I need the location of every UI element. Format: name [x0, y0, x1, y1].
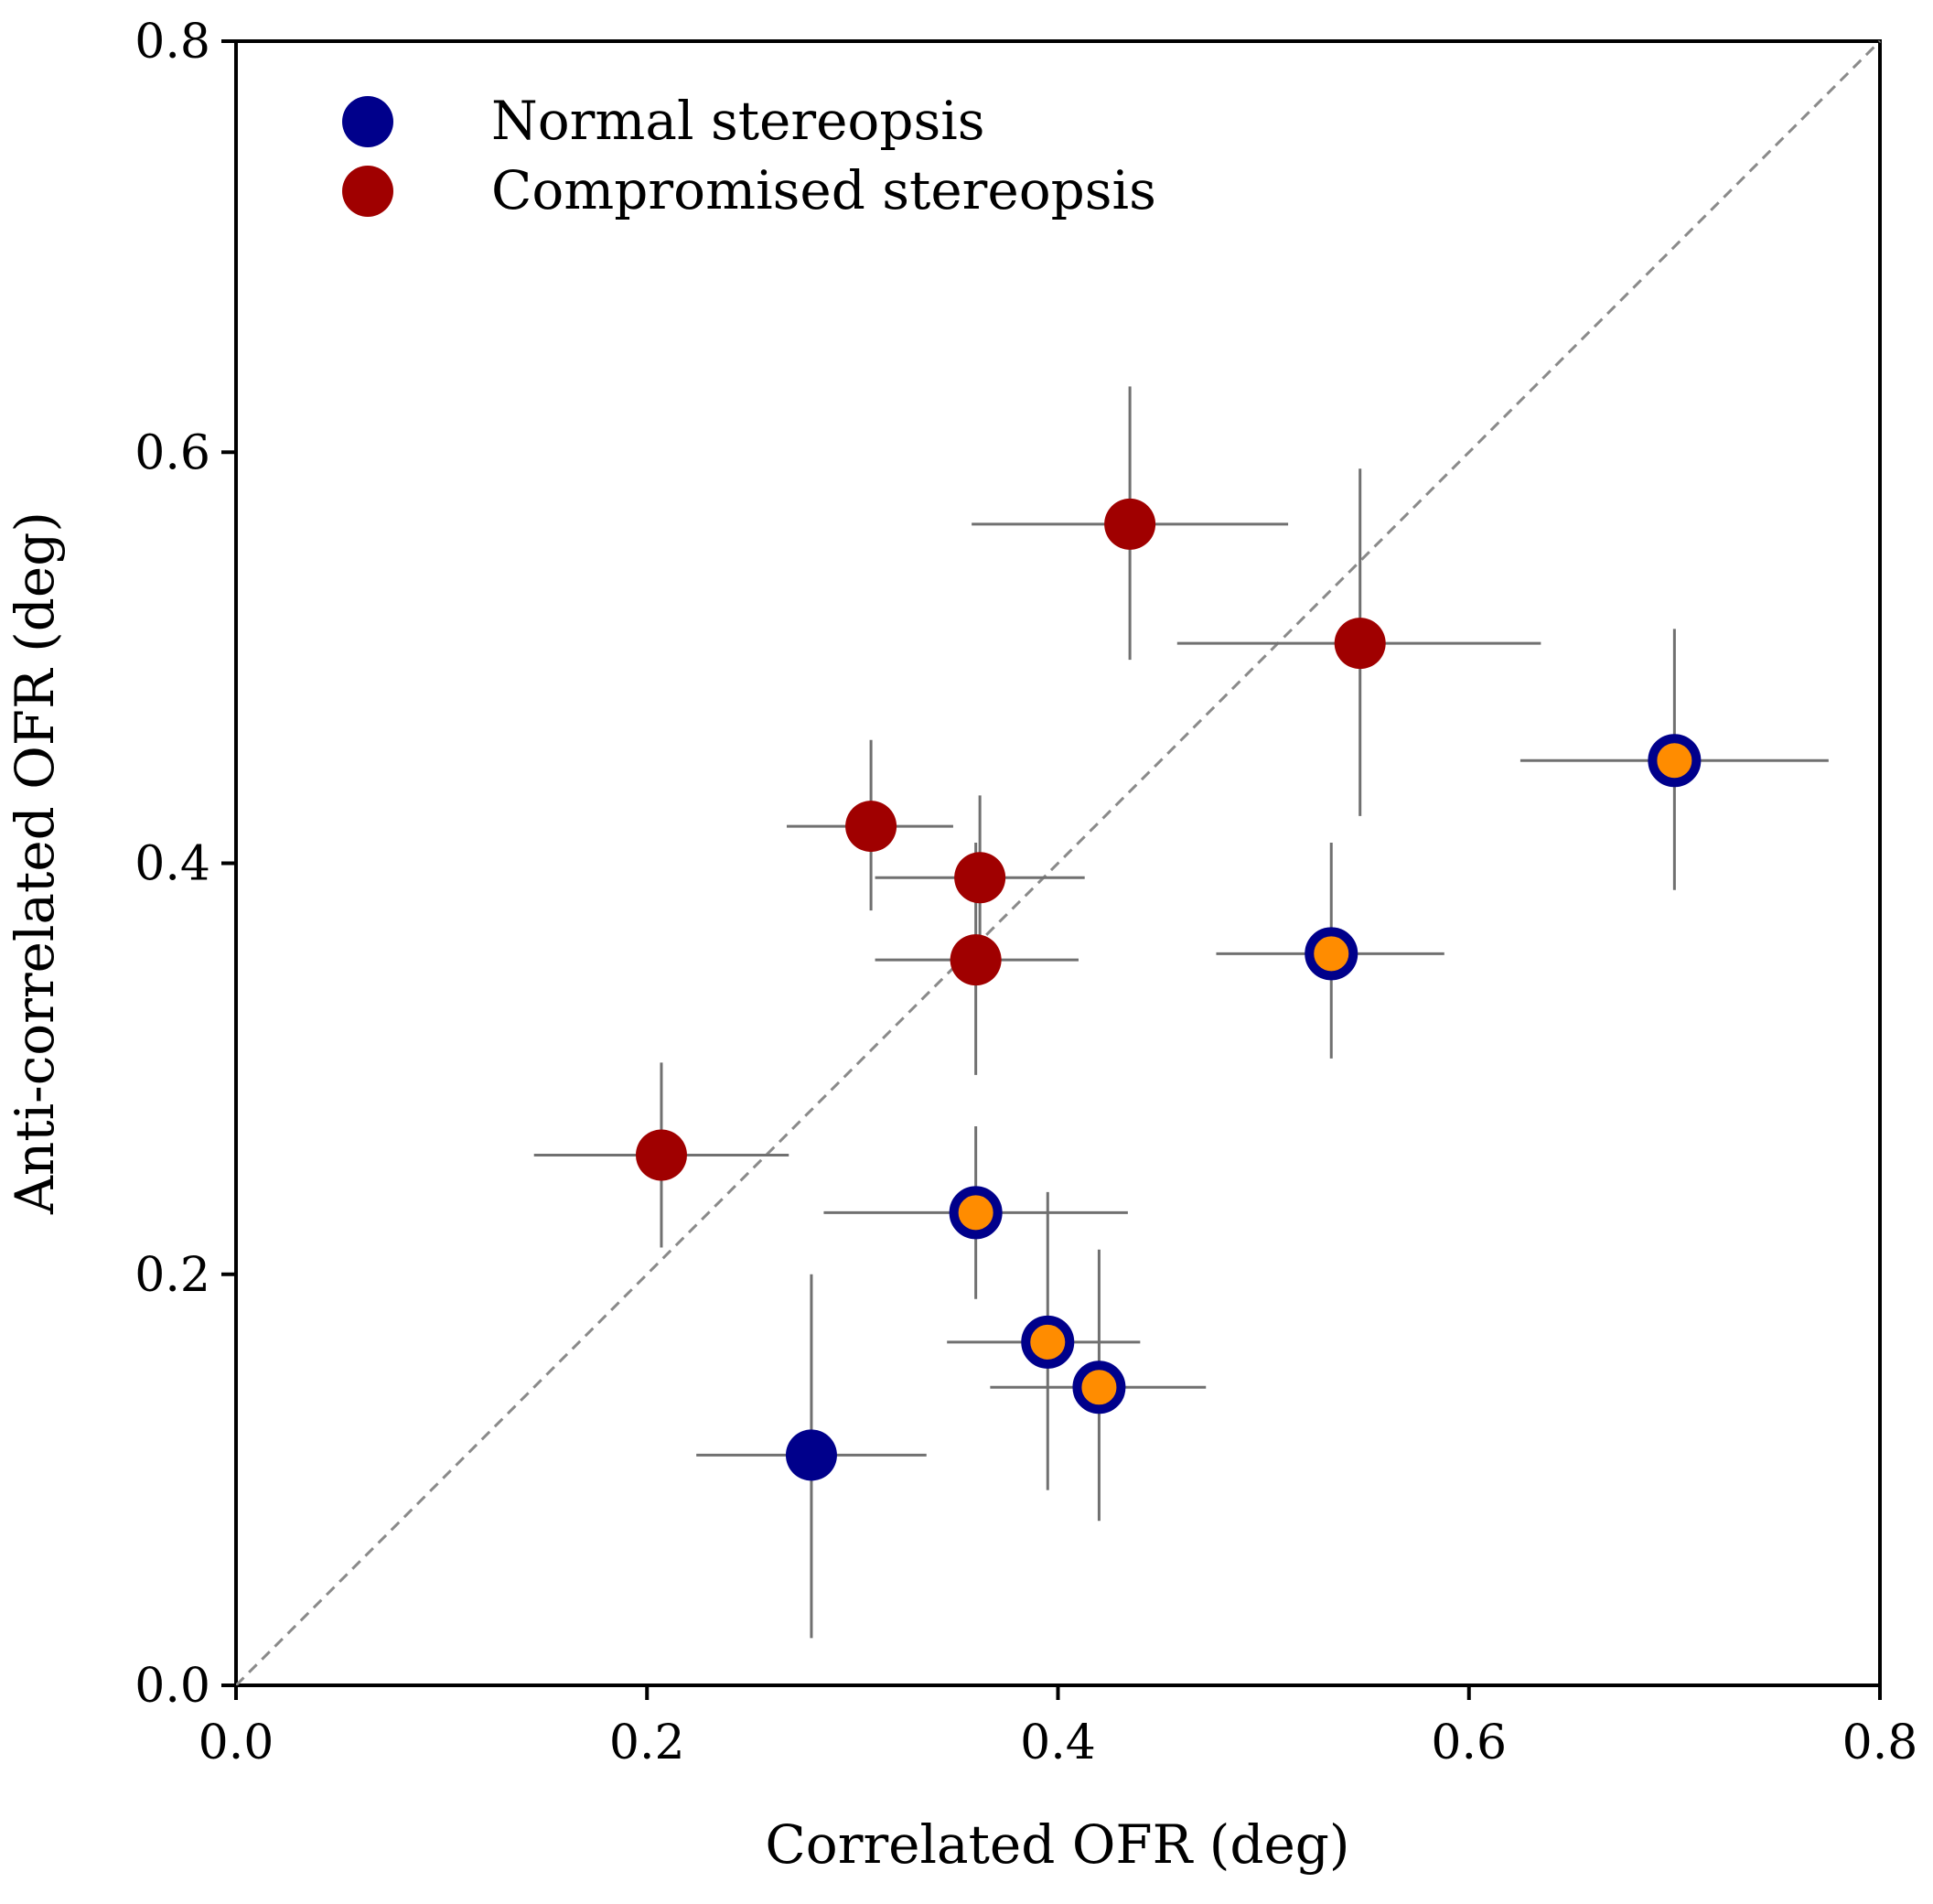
data-point-compromised	[950, 934, 1002, 986]
y-axis-title: Anti-correlated OFR (deg)	[4, 511, 66, 1215]
reference-diagonal-layer	[234, 39, 1882, 1687]
data-point-compromised	[1334, 618, 1386, 670]
data-point-normal-highlighted	[1648, 734, 1702, 788]
legend-marker-normal	[342, 96, 393, 147]
y-tick-label: 0.8	[134, 15, 210, 70]
data-point-normal-highlighted	[1305, 927, 1358, 981]
x-axis-title: Correlated OFR (deg)	[765, 1813, 1349, 1876]
data-point-normal-highlighted	[949, 1186, 1003, 1240]
y-tick-label: 0.4	[134, 837, 210, 892]
x-tick-label: 0.4	[1020, 1716, 1096, 1770]
data-point-compromised	[954, 852, 1006, 904]
reference-diagonal-line	[234, 39, 1882, 1687]
legend-marker-compromised	[342, 166, 393, 217]
y-tick-label: 0.2	[134, 1248, 210, 1303]
data-point-compromised	[1104, 498, 1156, 550]
data-point-compromised	[845, 801, 897, 853]
y-tick-label: 0.6	[134, 425, 210, 480]
x-tick-label: 0.2	[609, 1716, 685, 1770]
axis-ticks-layer: 0.0 0.2 0.4 0.6 0.8 0.0 0.2 0.4 0.6 0.8	[134, 15, 1917, 1770]
data-point-normal-highlighted	[1072, 1361, 1126, 1415]
data-point-normal-highlighted	[1021, 1315, 1075, 1369]
legend: Normal stereopsis Compromised stereopsis	[342, 90, 1156, 221]
points-layer	[635, 498, 1702, 1481]
data-point-compromised	[635, 1129, 687, 1181]
y-tick-label: 0.0	[134, 1659, 210, 1714]
legend-label-compromised: Compromised stereopsis	[491, 159, 1156, 221]
x-tick-label: 0.0	[199, 1716, 274, 1770]
x-tick-label: 0.8	[1842, 1716, 1918, 1770]
x-tick-label: 0.6	[1431, 1716, 1507, 1770]
legend-label-normal: Normal stereopsis	[491, 90, 985, 152]
data-point-normal	[785, 1429, 837, 1481]
